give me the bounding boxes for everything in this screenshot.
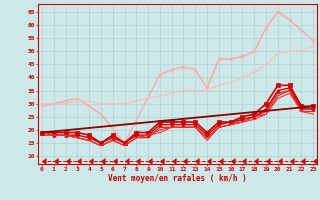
X-axis label: Vent moyen/en rafales ( km/h ): Vent moyen/en rafales ( km/h ): [108, 174, 247, 183]
